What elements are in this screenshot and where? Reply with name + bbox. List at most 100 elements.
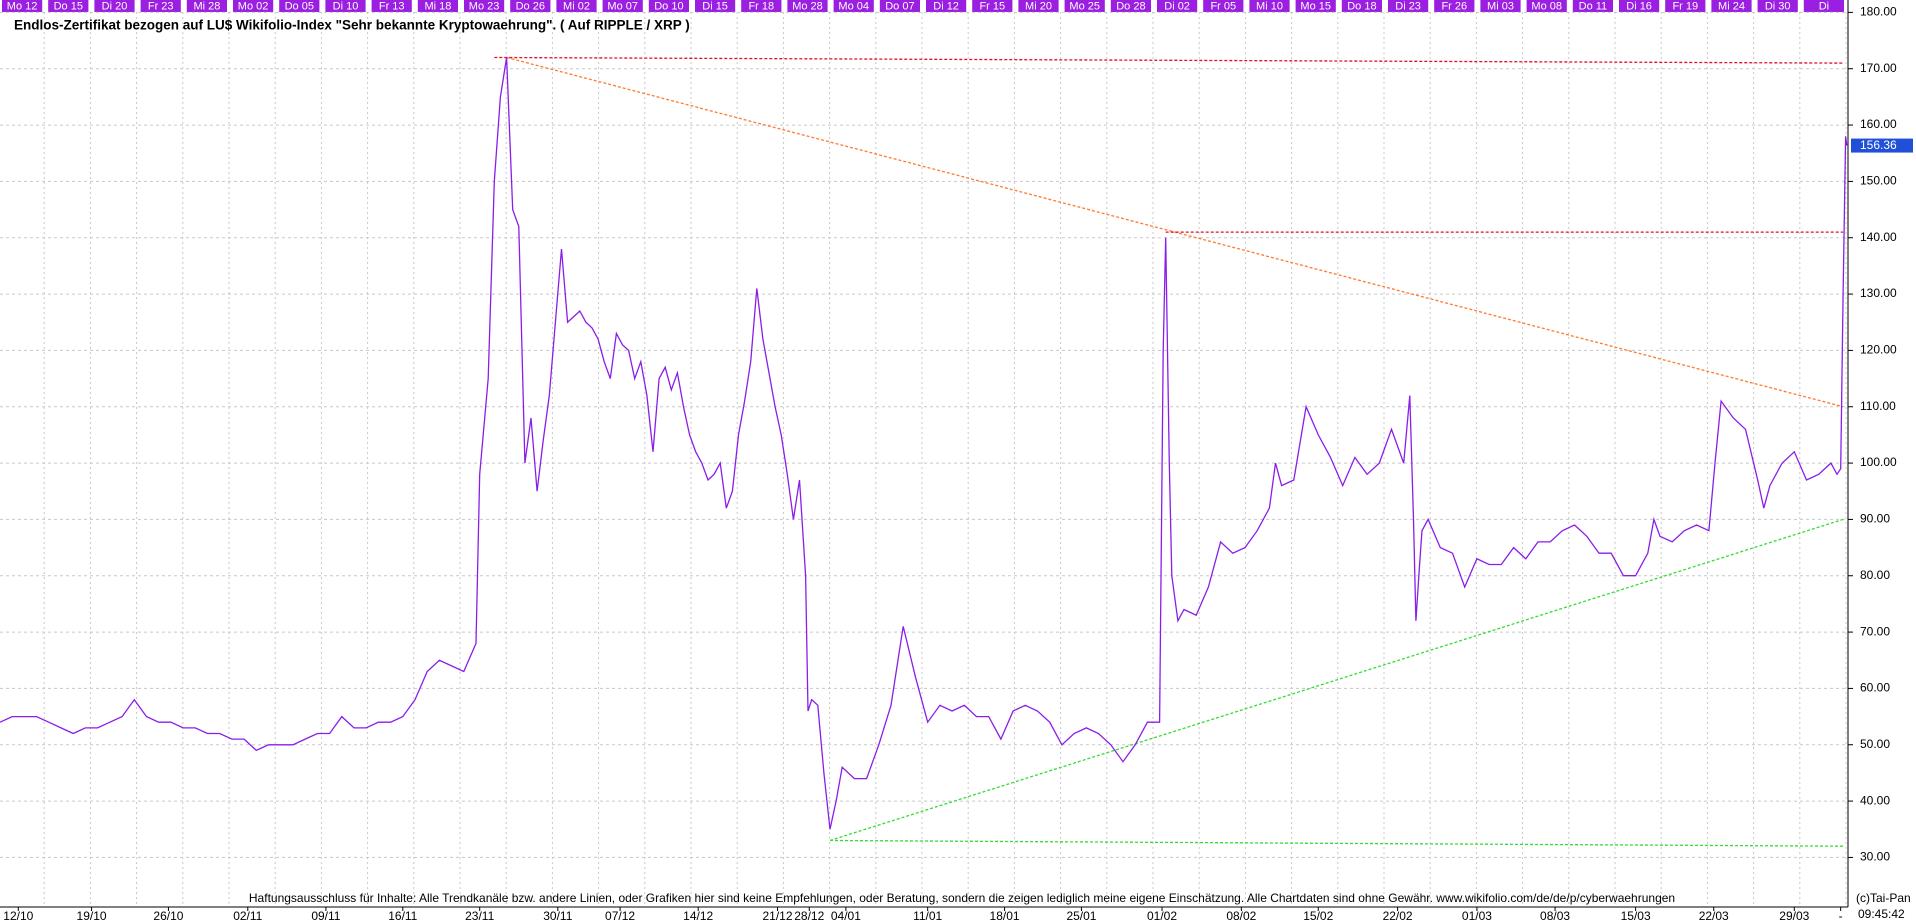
x-tick-label: 29/03 xyxy=(1779,909,1809,923)
x-tick-label: 08/03 xyxy=(1540,909,1570,923)
top-label-box xyxy=(1064,0,1105,12)
x-tick-label: 28/12 xyxy=(794,909,824,923)
top-label: Mo 08 xyxy=(1531,0,1562,12)
x-tick-label: 02/11 xyxy=(233,909,262,923)
x-tick-label: 07/12 xyxy=(605,909,635,923)
top-label-box xyxy=(48,0,89,12)
top-label-box xyxy=(602,0,643,12)
top-label: Mi 02 xyxy=(563,0,590,12)
top-label: Fr 19 xyxy=(1672,0,1698,12)
y-tick-label: 170.00 xyxy=(1860,61,1897,75)
top-label: Mi 28 xyxy=(193,0,220,12)
y-tick-label: 130.00 xyxy=(1860,286,1897,300)
y-tick-label: 30.00 xyxy=(1860,850,1890,864)
copyright: (c)Tai-Pan xyxy=(1856,891,1911,905)
y-tick-label: 70.00 xyxy=(1860,624,1890,638)
top-label-box xyxy=(972,0,1013,12)
top-label-box xyxy=(1665,0,1706,12)
y-tick-label: 50.00 xyxy=(1860,737,1890,751)
price-line xyxy=(0,57,1848,830)
top-label-box xyxy=(94,0,135,12)
top-label-box xyxy=(140,0,181,12)
top-label: Di 15 xyxy=(702,0,728,12)
x-tick-label: 23/11 xyxy=(465,909,494,923)
x-tick-label: 14/12 xyxy=(683,909,713,923)
y-tick-label: 160.00 xyxy=(1860,117,1897,131)
x-tick-label: 19/10 xyxy=(77,909,107,923)
top-label: Do 07 xyxy=(885,0,914,12)
x-tick-label: 08/02 xyxy=(1226,909,1256,923)
top-label: Do 15 xyxy=(54,0,83,12)
x-tick-label: 21/12 xyxy=(763,909,793,923)
top-label-box xyxy=(1157,0,1198,12)
top-label-box xyxy=(1249,0,1290,12)
x-tick-label: 01/03 xyxy=(1462,909,1492,923)
top-label: Di 10 xyxy=(333,0,359,12)
x-tick-label: 11/01 xyxy=(913,909,942,923)
top-label: Mo 15 xyxy=(1300,0,1331,12)
top-label: Fr 15 xyxy=(979,0,1005,12)
y-tick-label: 60.00 xyxy=(1860,681,1890,695)
x-tick-label: 22/02 xyxy=(1383,909,1413,923)
top-label-box xyxy=(879,0,920,12)
y-tick-label: 90.00 xyxy=(1860,512,1890,526)
top-label-box xyxy=(1341,0,1382,12)
top-label: Di 12 xyxy=(933,0,959,12)
top-label: Fr 05 xyxy=(1210,0,1236,12)
x-tick-label: 26/10 xyxy=(153,909,183,923)
top-label: Mo 28 xyxy=(792,0,823,12)
x-tick-label: 30/11 xyxy=(543,909,572,923)
x-tick-label: 09/11 xyxy=(311,909,340,923)
time: 09:45:42 xyxy=(1858,907,1905,921)
x-tick-label: 16/11 xyxy=(388,909,417,923)
top-label-box xyxy=(1711,0,1752,12)
top-label: Fr 18 xyxy=(748,0,774,12)
top-label-box xyxy=(695,0,736,12)
x-tick-label: 12/10 xyxy=(3,909,33,923)
x-tick-label: 18/01 xyxy=(990,909,1020,923)
top-label-box xyxy=(371,0,412,12)
top-label: Di 20 xyxy=(102,0,128,12)
top-label-box xyxy=(833,0,874,12)
y-tick-label: 120.00 xyxy=(1860,343,1897,357)
top-label: Di 02 xyxy=(1164,0,1190,12)
top-label: Do 28 xyxy=(1116,0,1145,12)
top-label: Di xyxy=(1819,0,1829,12)
y-tick-label: 140.00 xyxy=(1860,230,1897,244)
top-label-box xyxy=(1757,0,1798,12)
x-tick-label: 25/01 xyxy=(1066,909,1096,923)
top-label-box xyxy=(233,0,274,12)
top-label-box xyxy=(1803,0,1844,12)
last-value-box xyxy=(1851,138,1913,153)
top-label: Mo 23 xyxy=(469,0,500,12)
top-label: Mi 24 xyxy=(1718,0,1745,12)
top-label: Mo 12 xyxy=(7,0,38,12)
trend-line xyxy=(829,839,1844,847)
top-label: Do 11 xyxy=(1579,0,1608,12)
top-label: Mi 20 xyxy=(1025,0,1052,12)
x-tick-label: 15/02 xyxy=(1303,909,1333,923)
top-label-box xyxy=(186,0,227,12)
top-label: Do 10 xyxy=(654,0,683,12)
top-label-box xyxy=(464,0,505,12)
y-tick-label: 100.00 xyxy=(1860,455,1897,469)
trend-line xyxy=(829,518,1844,842)
top-label-box xyxy=(1295,0,1336,12)
top-label: Do 18 xyxy=(1347,0,1376,12)
top-label: Mo 25 xyxy=(1069,0,1100,12)
x-tick-label: 04/01 xyxy=(831,909,861,923)
trend-line xyxy=(506,56,1844,408)
top-label: Do 26 xyxy=(516,0,545,12)
y-tick-label: 180.00 xyxy=(1860,5,1897,19)
y-tick-label: 40.00 xyxy=(1860,793,1890,807)
top-label: Di 30 xyxy=(1765,0,1791,12)
x-tick-label: 01/02 xyxy=(1147,909,1177,923)
top-label-box xyxy=(648,0,689,12)
x-tick-label: 15/03 xyxy=(1621,909,1651,923)
top-label-box xyxy=(741,0,782,12)
top-label-box xyxy=(2,0,43,12)
top-label-box xyxy=(1619,0,1660,12)
top-label-box xyxy=(510,0,551,12)
